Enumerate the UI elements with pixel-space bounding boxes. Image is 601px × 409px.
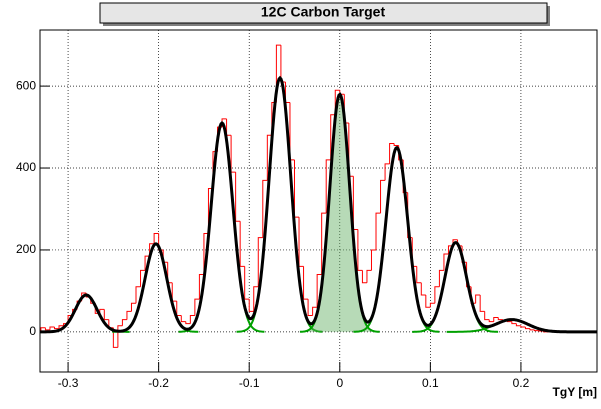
- histogram-bin: [127, 311, 132, 319]
- histogram-bin: [371, 250, 376, 270]
- x-tick-label: -0.3: [58, 376, 79, 390]
- histogram-bin: [421, 283, 426, 295]
- histogram-bin: [430, 303, 435, 307]
- histogram-bin: [480, 295, 485, 311]
- histogram-bin: [299, 217, 304, 266]
- chart-title: 12C Carbon Target: [261, 4, 386, 20]
- fit-curve: [40, 78, 597, 332]
- histogram-bin: [236, 172, 241, 221]
- component-curve: [43, 295, 130, 332]
- x-tick-label: 0.1: [422, 376, 439, 390]
- component-curve: [353, 148, 439, 332]
- histogram-bin: [367, 270, 372, 282]
- histogram-bin: [131, 303, 136, 311]
- y-tick-label: 600: [16, 78, 36, 92]
- histogram-bin: [154, 234, 159, 244]
- histogram-bin: [308, 299, 313, 315]
- x-tick-label: 0: [336, 376, 343, 390]
- histogram-bin: [54, 327, 59, 329]
- histogram-bin: [304, 266, 309, 299]
- histogram-bin: [530, 329, 535, 330]
- histogram-bin: [426, 295, 431, 307]
- histogram-bin: [498, 318, 503, 320]
- histogram-bin: [485, 311, 490, 319]
- histogram-bin: [381, 180, 386, 213]
- x-axis-label: TgY [m]: [553, 385, 597, 399]
- histogram-bin: [376, 213, 381, 250]
- histogram-bin: [227, 119, 232, 135]
- histogram-bin: [521, 326, 526, 327]
- x-tick-label: 0.2: [513, 376, 530, 390]
- histogram-bin: [294, 160, 299, 217]
- histogram-bin: [525, 327, 530, 329]
- histogram-bin: [353, 176, 358, 229]
- histogram-bin: [104, 309, 109, 319]
- histogram-bin: [489, 320, 494, 322]
- histogram-bin: [290, 102, 295, 159]
- histogram-bin: [249, 299, 254, 311]
- histogram-bin: [417, 266, 422, 282]
- histogram-bin: [512, 322, 517, 324]
- component-curve: [179, 123, 265, 332]
- histogram-bin: [177, 301, 182, 315]
- histogram-bin: [494, 318, 499, 322]
- component-curve: [412, 243, 498, 332]
- histogram-bin: [240, 221, 245, 266]
- y-tick-label: 200: [16, 242, 36, 256]
- histogram-bin: [50, 327, 55, 330]
- component-fill: [300, 94, 380, 331]
- histogram-bin: [118, 326, 123, 348]
- histogram-bin: [285, 82, 290, 102]
- component-curve: [112, 244, 198, 332]
- y-tick-label: 0: [29, 324, 36, 338]
- histogram-bin: [231, 135, 236, 172]
- histogram-bin: [476, 295, 481, 303]
- x-tick-label: -0.1: [239, 376, 260, 390]
- histogram-bin: [45, 328, 50, 330]
- x-tick-label: -0.2: [148, 376, 169, 390]
- histogram-bin: [516, 324, 521, 326]
- histogram-bin: [172, 283, 177, 301]
- histogram-bin: [181, 315, 186, 321]
- histogram-bin: [100, 309, 105, 313]
- histogram-bin: [362, 270, 367, 282]
- histogram-bin: [245, 266, 250, 299]
- histogram-bin: [281, 45, 286, 82]
- histogram-bin: [394, 143, 399, 145]
- histogram-bin: [122, 320, 127, 326]
- histogram-bin: [186, 322, 191, 324]
- y-tick-label: 400: [16, 160, 36, 174]
